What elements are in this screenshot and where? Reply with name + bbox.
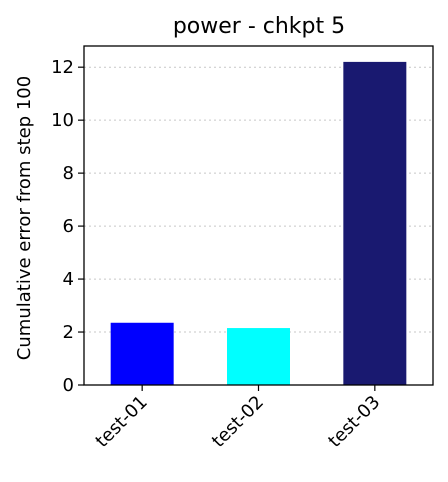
- y-tick-label-4: 8: [63, 163, 74, 184]
- y-tick-label-1: 2: [63, 322, 74, 343]
- chart-title: power - chkpt 5: [173, 14, 345, 39]
- bar-test-03: [343, 62, 406, 385]
- x-tick-label-1: test-02: [208, 392, 268, 452]
- x-axis: test-01 test-02 test-03: [92, 385, 385, 452]
- bar-test-01: [111, 323, 174, 385]
- bars: [111, 62, 407, 385]
- y-tick-label-6: 12: [51, 57, 74, 78]
- y-tick-label-3: 6: [63, 216, 74, 237]
- y-axis-label: Cumulative error from step 100: [14, 76, 35, 360]
- bar-test-02: [227, 328, 290, 385]
- x-tick-label-0: test-01: [92, 392, 152, 452]
- y-tick-label-5: 10: [51, 110, 74, 131]
- y-tick-label-0: 0: [63, 375, 74, 396]
- x-tick-label-2: test-03: [324, 392, 384, 452]
- y-axis: 0 2 4 6 8 10 12: [51, 57, 84, 396]
- y-tick-label-2: 4: [63, 269, 74, 290]
